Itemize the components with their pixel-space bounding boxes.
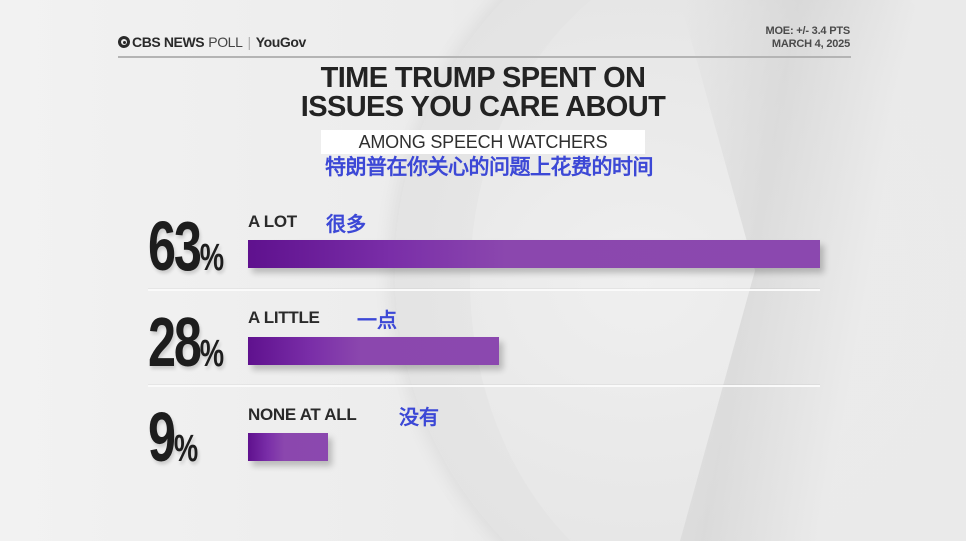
chart-title-line1: TIME TRUMP SPENT ON — [320, 62, 646, 94]
label-translation: 很多 — [326, 212, 366, 236]
bar-row-none-at-all: 9% NONE AT ALL 没有 — [148, 400, 820, 480]
bar-label: NONE AT ALL — [248, 405, 357, 424]
brand-logo: CBS NEWS POLL | YouGov — [118, 34, 306, 50]
percent-value: 9% — [148, 398, 199, 476]
row-divider — [148, 385, 820, 387]
chart-subtitle: AMONG SPEECH WATCHERS — [358, 132, 608, 152]
chart-title: TIME TRUMP SPENT ON ISSUES YOU CARE ABOU… — [0, 64, 966, 122]
poll-date: MARCH 4, 2025 — [771, 38, 850, 50]
brand-separator: | — [247, 34, 251, 50]
brand-partner: YouGov — [255, 34, 307, 50]
cbs-eye-icon — [118, 36, 130, 48]
subtitle-box — [321, 130, 645, 154]
bar-label: A LOT — [248, 212, 297, 231]
label-translation: 一点 — [357, 308, 397, 332]
bar-label: A LITTLE — [248, 308, 320, 327]
title-translation: 特朗普在你关心的问题上花费的时间 — [325, 155, 654, 179]
poll-meta: MOE: +/- 3.4 PTS MARCH 4, 2025 — [765, 25, 850, 51]
percent-value: 63% — [148, 207, 225, 285]
label-translation: 没有 — [399, 405, 439, 429]
margin-of-error: MOE: +/- 3.4 PTS — [765, 25, 850, 37]
bar-a-lot — [248, 240, 820, 268]
percent-value: 28% — [148, 303, 225, 381]
brand-cbs: CBS NEWS — [132, 34, 205, 50]
bar-row-a-little: 28% A LITTLE 一点 — [148, 304, 820, 384]
row-divider — [148, 289, 820, 291]
chart-title-line2: ISSUES YOU CARE ABOUT — [300, 91, 666, 123]
bar-none-at-all — [248, 433, 328, 461]
bar-a-little — [248, 337, 499, 365]
brand-poll: POLL — [208, 34, 243, 50]
bar-row-a-lot: 63% A LOT 很多 — [148, 208, 820, 288]
header-divider — [118, 56, 851, 58]
